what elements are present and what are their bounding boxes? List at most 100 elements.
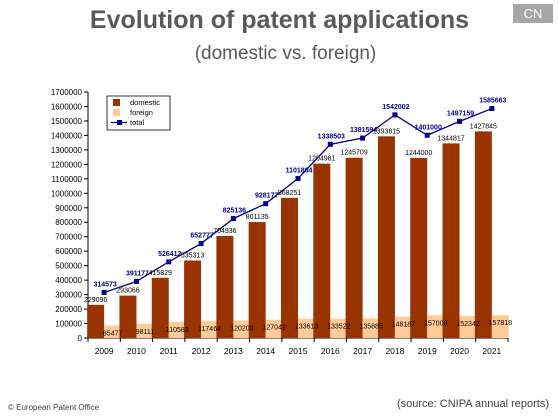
foreign-value-label: 157000 xyxy=(424,320,447,327)
total-value-label: 928177 xyxy=(255,193,278,200)
legend-domestic-swatch xyxy=(113,99,120,106)
x-tick-label: 2014 xyxy=(256,346,275,356)
legend-foreign-swatch xyxy=(113,109,120,116)
foreign-value-label: 110583 xyxy=(166,327,189,334)
x-tick-label: 2019 xyxy=(418,346,437,356)
domestic-value-label: 704936 xyxy=(213,228,236,235)
foreign-value-label: 85477 xyxy=(103,331,123,338)
foreign-value-label: 120200 xyxy=(230,326,253,333)
total-value-label: 1381594 xyxy=(350,127,377,134)
total-value-label: 1401000 xyxy=(415,124,442,131)
total-marker xyxy=(231,216,236,221)
total-value-label: 1585663 xyxy=(479,98,506,105)
foreign-value-label: 127042 xyxy=(263,325,286,332)
foreign-value-label: 133522 xyxy=(327,324,350,331)
domestic-value-label: 1245709 xyxy=(340,150,367,157)
domestic-value-label: 535313 xyxy=(181,253,204,260)
y-tick-label: 1300000 xyxy=(51,146,83,155)
source-note: (source: CNIPA annual reports) xyxy=(397,398,549,410)
y-tick-label: 300000 xyxy=(55,291,82,300)
domestic-value-label: 1427845 xyxy=(470,123,497,130)
total-marker xyxy=(166,259,171,264)
total-marker xyxy=(199,241,204,246)
x-tick-label: 2013 xyxy=(224,346,243,356)
total-marker xyxy=(489,106,494,111)
y-tick-label: 800000 xyxy=(55,218,82,227)
domestic-bar xyxy=(378,136,395,338)
domestic-bar xyxy=(475,131,492,338)
domestic-value-label: 293066 xyxy=(116,288,139,295)
x-tick-label: 2017 xyxy=(353,346,372,356)
domestic-bar xyxy=(249,222,266,338)
domestic-bar xyxy=(313,164,330,338)
domestic-bar xyxy=(410,158,427,338)
x-tick-label: 2010 xyxy=(127,346,146,356)
bar-series xyxy=(87,131,509,338)
total-value-label: 1542002 xyxy=(382,104,409,111)
x-tick-label: 2021 xyxy=(482,346,501,356)
legend-foreign-label: foreign xyxy=(130,108,153,117)
y-tick-label: 100000 xyxy=(55,320,82,329)
foreign-value-label: 135885 xyxy=(359,323,382,330)
foreign-value-label: 133613 xyxy=(295,324,318,331)
foreign-value-label: 152342 xyxy=(456,321,479,328)
total-marker xyxy=(392,112,397,117)
y-tick-label: 1200000 xyxy=(51,160,83,169)
y-tick-label: 1400000 xyxy=(51,131,83,140)
domestic-value-label: 229096 xyxy=(84,297,107,304)
y-tick-label: 600000 xyxy=(55,247,82,256)
total-value-label: 1101864 xyxy=(286,168,313,175)
y-tick-label: 900000 xyxy=(55,204,82,213)
foreign-value-label: 98111 xyxy=(136,329,155,336)
y-tick-label: 0 xyxy=(78,334,83,343)
total-marker xyxy=(360,136,365,141)
domestic-bar xyxy=(87,305,104,338)
total-value-label: 314573 xyxy=(93,281,116,288)
total-marker xyxy=(457,119,462,124)
domestic-value-label: 415829 xyxy=(149,270,172,277)
chart-legend: domesticforeigntotal xyxy=(107,96,170,130)
total-marker xyxy=(296,176,301,181)
y-tick-label: 500000 xyxy=(55,262,82,271)
foreign-value-label: 157818 xyxy=(489,320,512,327)
copyright-text: © European Patent Office xyxy=(8,403,99,412)
total-marker xyxy=(134,279,139,284)
legend-total-marker xyxy=(117,120,122,125)
total-value-label: 825136 xyxy=(223,208,246,215)
x-tick-label: 2009 xyxy=(95,346,114,356)
domestic-bar xyxy=(281,198,298,338)
legend-total-label: total xyxy=(130,118,145,127)
total-value-label: 1497159 xyxy=(447,110,474,117)
y-tick-label: 400000 xyxy=(55,276,82,285)
y-tick-label: 1700000 xyxy=(51,88,83,97)
legend-domestic-label: domestic xyxy=(130,98,160,107)
y-tick-label: 200000 xyxy=(55,305,82,314)
domestic-value-label: 968251 xyxy=(278,190,301,197)
total-marker xyxy=(425,133,430,138)
x-tick-label: 2015 xyxy=(289,346,308,356)
y-tick-label: 1100000 xyxy=(51,175,82,184)
x-tick-label: 2012 xyxy=(192,346,211,356)
y-tick-label: 1000000 xyxy=(51,189,83,198)
foreign-value-label: 117464 xyxy=(198,326,221,333)
y-tick-label: 1500000 xyxy=(51,117,83,126)
total-value-label: 652777 xyxy=(190,233,213,240)
domestic-value-label: 1344817 xyxy=(437,135,464,142)
domestic-value-label: 1204981 xyxy=(308,156,335,163)
total-marker xyxy=(328,142,333,147)
x-tick-label: 2020 xyxy=(450,346,469,356)
x-tick-label: 2011 xyxy=(160,346,179,356)
total-marker xyxy=(102,290,107,295)
x-tick-label: 2016 xyxy=(321,346,340,356)
domestic-value-label: 801135 xyxy=(246,214,269,221)
domestic-value-label: 1244000 xyxy=(405,150,432,157)
domestic-bar xyxy=(443,143,460,338)
domestic-bar xyxy=(216,236,233,338)
total-value-label: 526412 xyxy=(158,251,181,258)
total-marker xyxy=(263,201,268,206)
total-value-label: 391177 xyxy=(126,270,149,277)
x-tick-label: 2018 xyxy=(385,346,404,356)
total-value-label: 1338503 xyxy=(318,133,345,140)
foreign-value-label: 148187 xyxy=(392,322,415,329)
